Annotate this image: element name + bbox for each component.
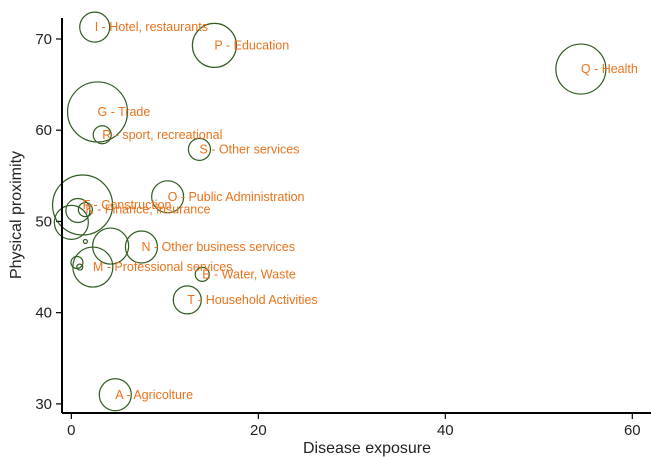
x-tick-label: 20 bbox=[250, 422, 267, 439]
bubble bbox=[194, 266, 210, 282]
x-tick-label: 40 bbox=[437, 422, 454, 439]
y-tick-label: 30 bbox=[35, 396, 52, 413]
x-tick-label: 60 bbox=[624, 422, 641, 439]
bubble bbox=[98, 378, 132, 412]
bubble bbox=[92, 227, 130, 265]
bubble bbox=[53, 204, 89, 240]
bubble bbox=[151, 180, 185, 214]
x-axis-ticks: 0 20 40 60 bbox=[67, 413, 641, 439]
point-label: N - Other business services bbox=[141, 240, 295, 254]
y-axis-title: Physical proximity bbox=[8, 151, 25, 279]
bubble bbox=[92, 125, 112, 145]
bubbles bbox=[51, 11, 607, 412]
point-label: S - Other services bbox=[199, 142, 299, 156]
bubble bbox=[82, 238, 88, 245]
bubble bbox=[124, 230, 159, 264]
y-tick-label: 60 bbox=[35, 122, 52, 139]
y-axis-ticks: 30 40 50 60 70 bbox=[35, 31, 62, 413]
point-label: E - Water, Waste bbox=[202, 267, 296, 281]
bubble bbox=[172, 285, 202, 315]
point-label: M - Professional services bbox=[93, 260, 233, 274]
point-label: T - Household Activities bbox=[187, 293, 317, 307]
bubble bbox=[76, 263, 84, 271]
bubble bbox=[191, 22, 237, 68]
point-label: R - sport, recreational bbox=[102, 128, 222, 142]
point-label: O - Public Administration bbox=[168, 190, 305, 204]
point-label: P - Education bbox=[214, 38, 289, 52]
bubble bbox=[187, 137, 212, 161]
x-tick-label: 0 bbox=[67, 422, 75, 439]
point-label: Q - Health bbox=[581, 62, 638, 76]
point-label: F - Construction bbox=[83, 198, 172, 212]
bubble bbox=[72, 246, 114, 288]
bubble bbox=[77, 201, 93, 218]
bubble bbox=[555, 43, 607, 95]
y-tick-label: 40 bbox=[35, 305, 52, 322]
point-labels: I - Hotel, restaurants P - Education Q - H… bbox=[83, 20, 638, 402]
x-axis-title: Disease exposure bbox=[303, 440, 431, 457]
y-tick-label: 50 bbox=[35, 213, 52, 230]
point-label: K - Finance, insurance bbox=[85, 203, 210, 217]
y-tick-label: 70 bbox=[35, 31, 52, 48]
bubble bbox=[65, 197, 91, 224]
point-label: G - Trade bbox=[98, 105, 151, 119]
point-label: I - Hotel, restaurants bbox=[95, 20, 208, 34]
bubble bbox=[79, 11, 111, 43]
point-label: A - Agricolture bbox=[115, 388, 193, 402]
